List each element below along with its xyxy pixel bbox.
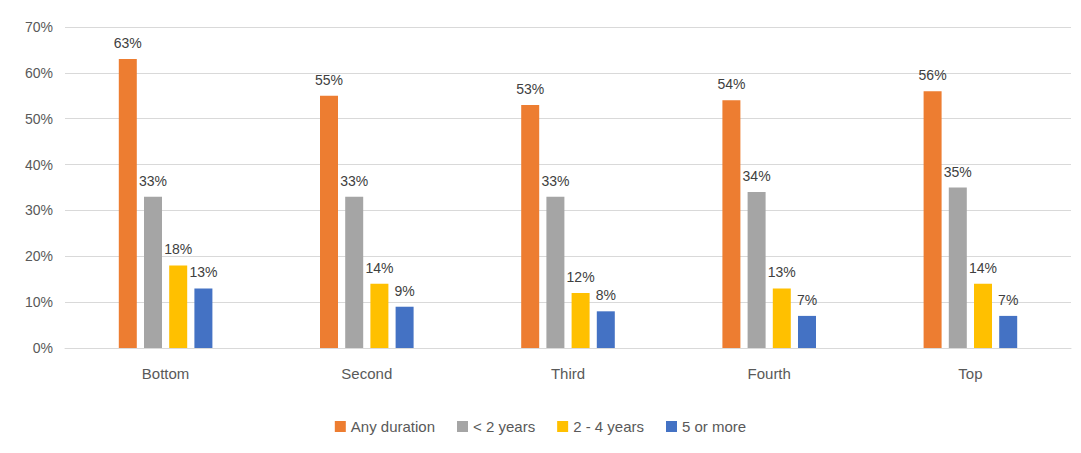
svg-text:30%: 30% (25, 202, 53, 218)
svg-text:40%: 40% (25, 157, 53, 173)
svg-text:63%: 63% (114, 35, 142, 51)
svg-text:12%: 12% (567, 269, 595, 285)
svg-text:56%: 56% (919, 67, 947, 83)
svg-text:9%: 9% (394, 283, 414, 299)
svg-text:Any duration: Any duration (351, 418, 435, 435)
svg-text:14%: 14% (365, 260, 393, 276)
svg-text:70%: 70% (25, 19, 53, 35)
svg-text:10%: 10% (25, 294, 53, 310)
svg-text:13%: 13% (189, 264, 217, 280)
svg-text:8%: 8% (596, 287, 616, 303)
svg-text:14%: 14% (969, 260, 997, 276)
svg-text:Top: Top (958, 365, 982, 382)
svg-text:7%: 7% (998, 292, 1018, 308)
svg-text:60%: 60% (25, 65, 53, 81)
svg-text:5 or more: 5 or more (682, 418, 746, 435)
svg-text:0%: 0% (33, 340, 53, 356)
svg-text:54%: 54% (717, 76, 745, 92)
svg-text:13%: 13% (768, 264, 796, 280)
svg-text:50%: 50% (25, 111, 53, 127)
svg-text:53%: 53% (516, 81, 544, 97)
svg-text:34%: 34% (743, 168, 771, 184)
svg-text:Third: Third (551, 365, 585, 382)
svg-text:33%: 33% (541, 173, 569, 189)
svg-text:33%: 33% (340, 173, 368, 189)
svg-text:2 - 4 years: 2 - 4 years (573, 418, 644, 435)
svg-text:7%: 7% (797, 292, 817, 308)
svg-text:Bottom: Bottom (142, 365, 190, 382)
svg-text:55%: 55% (315, 72, 343, 88)
svg-text:Fourth: Fourth (748, 365, 791, 382)
svg-text:18%: 18% (164, 241, 192, 257)
svg-text:Second: Second (341, 365, 392, 382)
svg-text:20%: 20% (25, 248, 53, 264)
svg-text:35%: 35% (944, 164, 972, 180)
svg-text:< 2 years: < 2 years (473, 418, 535, 435)
svg-text:33%: 33% (139, 173, 167, 189)
